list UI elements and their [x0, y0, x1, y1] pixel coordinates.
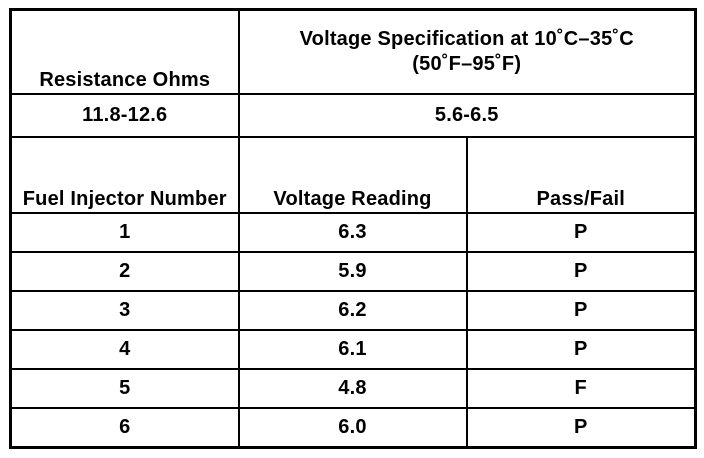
voltage-reading-cell: 5.9	[237, 251, 468, 293]
voltage-reading-header: Voltage Reading	[237, 136, 468, 215]
injector-number-cell: 5	[9, 368, 240, 410]
pass-fail-cell: P	[465, 212, 697, 254]
injector-number-cell: 4	[9, 329, 240, 371]
pass-fail-cell: P	[465, 329, 697, 371]
pass-fail-cell: P	[465, 290, 697, 332]
table-row: 1 6.3 P	[9, 212, 697, 254]
table-row: 4 6.1 P	[9, 329, 697, 371]
table-row: 3 6.2 P	[9, 290, 697, 332]
column-header-row: Fuel Injector Number Voltage Reading Pas…	[9, 136, 697, 215]
pass-fail-cell: F	[465, 368, 697, 410]
table-header-row: Resistance Ohms Voltage Specification at…	[9, 8, 697, 96]
voltage-reading-cell: 6.2	[237, 290, 468, 332]
spec-values-row: 11.8-12.6 5.6-6.5	[9, 93, 697, 139]
injector-number-cell: 6	[9, 407, 240, 449]
voltage-spec-header: Voltage Specification at 10˚C–35˚C (50˚F…	[237, 8, 697, 96]
resistance-spec-value: 11.8-12.6	[9, 93, 240, 139]
voltage-reading-cell: 6.1	[237, 329, 468, 371]
injector-number-cell: 2	[9, 251, 240, 293]
voltage-spec-value: 5.6-6.5	[237, 93, 697, 139]
voltage-reading-cell: 4.8	[237, 368, 468, 410]
pass-fail-cell: P	[465, 407, 697, 449]
injector-number-header: Fuel Injector Number	[9, 136, 240, 215]
table-row: 6 6.0 P	[9, 407, 697, 449]
voltage-spec-line2: (50˚F–95˚F)	[412, 53, 522, 76]
injector-number-cell: 3	[9, 290, 240, 332]
injector-number-cell: 1	[9, 212, 240, 254]
voltage-reading-cell: 6.3	[237, 212, 468, 254]
resistance-ohms-header: Resistance Ohms	[9, 8, 240, 96]
table-row: 5 4.8 F	[9, 368, 697, 410]
table-row: 2 5.9 P	[9, 251, 697, 293]
voltage-spec-line1: Voltage Specification at 10˚C–35˚C	[299, 28, 634, 51]
injector-voltage-table: Resistance Ohms Voltage Specification at…	[9, 8, 697, 449]
pass-fail-header: Pass/Fail	[465, 136, 697, 215]
voltage-reading-cell: 6.0	[237, 407, 468, 449]
pass-fail-cell: P	[465, 251, 697, 293]
